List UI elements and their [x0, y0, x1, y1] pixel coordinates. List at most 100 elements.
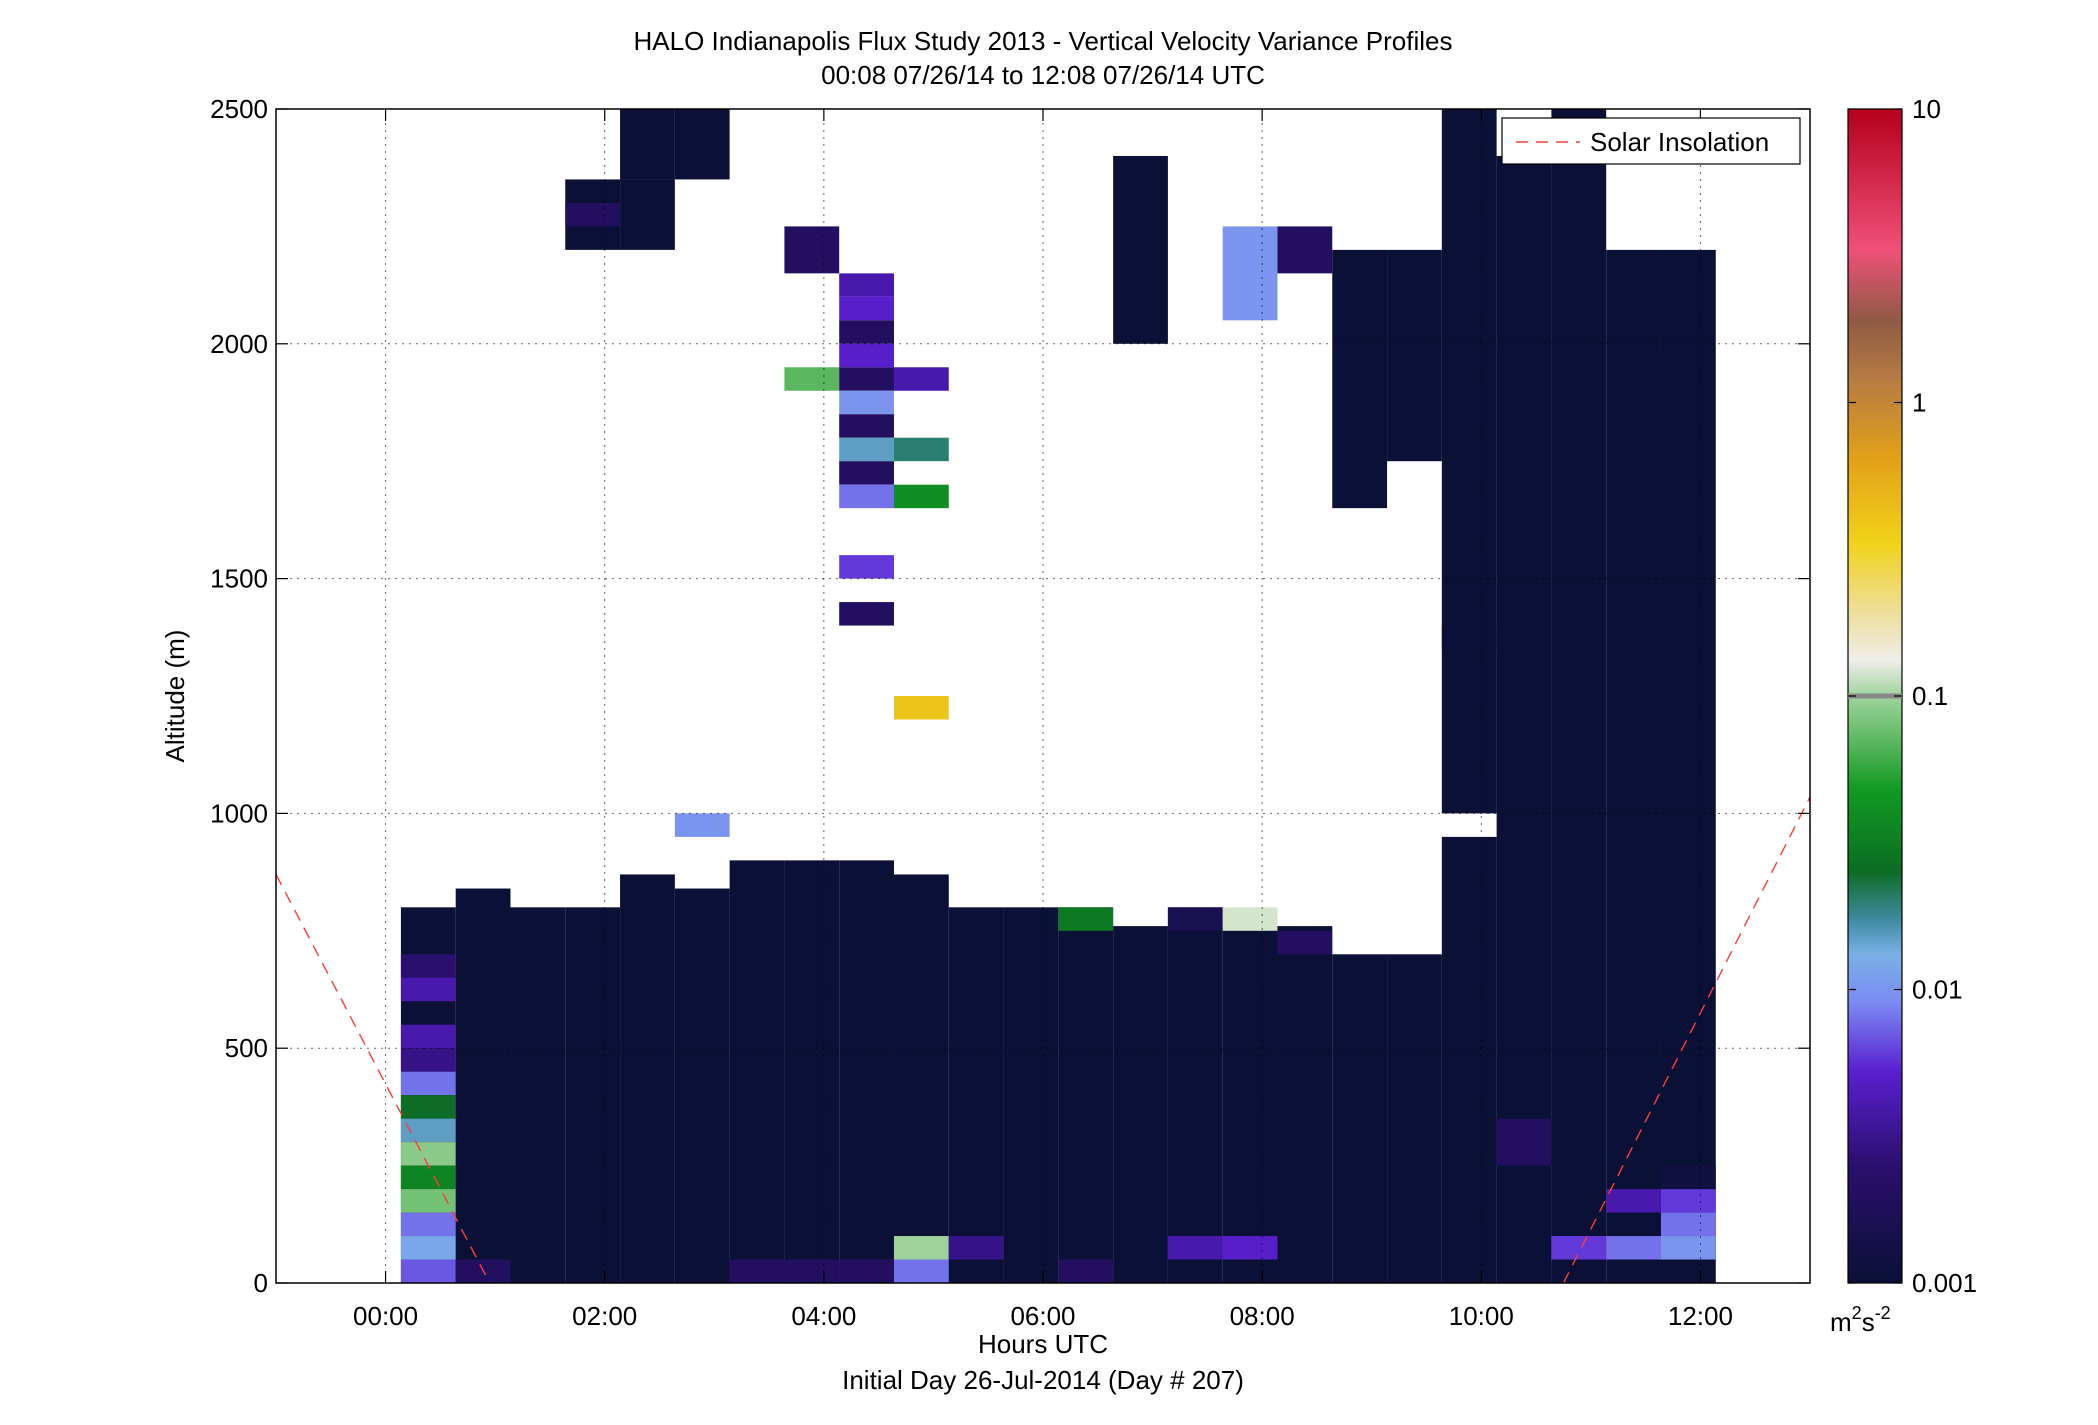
heatmap-cell-24-3 [1660, 1189, 1716, 1213]
heatmap-cell-10-3 [893, 367, 949, 391]
x-tick-label-4: 08:00 [1230, 1301, 1295, 1331]
heatmap-cell-23-0 [1606, 249, 1661, 1283]
heatmap-cell-21-0 [1496, 155, 1552, 1283]
y-tick-label-4: 2000 [210, 329, 268, 359]
colorbar: 0.001 0.01 0.1 1 10 m2s-2 [1830, 94, 1977, 1337]
x-tick-label-5: 10:00 [1449, 1301, 1514, 1331]
heatmap-cell-11-1 [948, 1236, 1004, 1260]
heatmap-cell-2-0 [455, 888, 511, 1283]
heatmap-cell-22-1 [1551, 1236, 1607, 1260]
heatmap-cell-16-2 [1222, 907, 1278, 931]
heatmap-cell-23-2 [1606, 1189, 1661, 1213]
heatmap-cell-9-1 [839, 1259, 894, 1283]
colorbar-ticks: 0.001 0.01 0.1 1 10 [1848, 94, 1977, 1298]
heatmap-cell-9-0 [839, 860, 894, 1283]
heatmap-cell-20-2 [1441, 109, 1497, 814]
chart-title: HALO Indianapolis Flux Study 2013 - Vert… [634, 26, 1453, 56]
unit-base: m [1830, 1307, 1852, 1337]
heatmap-cell-5-1 [620, 109, 675, 180]
heatmap-cell-15-0 [1167, 907, 1223, 1283]
heatmap-cell-1-11 [400, 1236, 456, 1260]
heatmap-cell-24-4 [1660, 1165, 1716, 1190]
heatmap-cell-9-5 [839, 343, 894, 368]
heatmap-cell-17-2 [1277, 226, 1333, 274]
colorbar-tick-label-4: 10 [1912, 94, 1941, 124]
heatmap-cell-8-3 [784, 367, 840, 391]
heatmap-cell-8-1 [784, 1259, 840, 1283]
heatmap-cells [400, 109, 1716, 1283]
heatmap-cell-10-6 [893, 696, 949, 720]
heatmap-cell-1-12 [400, 1259, 456, 1283]
y-tick-label-3: 1500 [210, 564, 268, 594]
heatmap-cell-6-2 [674, 109, 730, 180]
unit-base-exp: 2 [1852, 1303, 1862, 1323]
solar-insolation-line-evening [1562, 796, 1810, 1283]
x-axis-label-secondary: Initial Day 26-Jul-2014 (Day # 207) [842, 1365, 1244, 1395]
heatmap-cell-1-2 [400, 1024, 456, 1049]
x-axis-ticks: 00:00 02:00 04:00 06:00 08:00 10:00 12:00 [353, 109, 1733, 1331]
heatmap-cell-4-0 [565, 907, 621, 1283]
heatmap-cell-9-8 [839, 414, 894, 438]
colorbar-tick-label-2: 0.1 [1912, 681, 1948, 711]
heatmap-cell-12-0 [1003, 907, 1059, 1283]
heatmap-cell-9-4 [839, 320, 894, 344]
heatmap-cell-10-4 [893, 437, 949, 462]
heatmap-cell-21-1 [1496, 1118, 1552, 1166]
heatmap-cell-24-2 [1660, 1212, 1716, 1237]
legend-label-solar-insolation: Solar Insolation [1590, 127, 1769, 157]
y-tick-label-2: 1000 [210, 798, 268, 828]
legend-box [1501, 117, 1801, 165]
unit-mid-exp: -2 [1875, 1303, 1891, 1323]
heatmap-cell-1-10 [400, 1212, 456, 1237]
heatmap-cell-9-12 [839, 555, 894, 579]
colorbar-unit: m2s-2 [1830, 1303, 1891, 1337]
heatmap-cell-9-6 [839, 367, 894, 391]
x-tick-label-1: 02:00 [572, 1301, 637, 1331]
heatmap-cell-16-0 [1222, 926, 1278, 1283]
heatmap-cell-24-0 [1660, 249, 1716, 1283]
heatmap-cell-8-0 [784, 860, 840, 1283]
y-tick-label-0: 0 [254, 1268, 268, 1298]
heatmap-cell-10-0 [893, 874, 949, 1283]
heatmap-cell-22-0 [1551, 109, 1607, 1283]
heatmap-cell-15-2 [1167, 907, 1223, 931]
heatmap-cell-10-5 [893, 484, 949, 509]
heatmap-cell-6-0 [674, 888, 730, 1283]
heatmap-cell-1-5 [400, 1095, 456, 1119]
solar-insolation-curve [276, 796, 1810, 1283]
heatmap-cell-6-1 [674, 813, 730, 837]
x-axis-label: Hours UTC [978, 1329, 1108, 1359]
heatmap-cell-13-1 [1058, 1259, 1114, 1283]
heatmap-cell-9-2 [839, 273, 894, 297]
chart-subtitle: 00:08 07/26/14 to 12:08 07/26/14 UTC [821, 60, 1265, 90]
heatmap-cell-9-13 [839, 602, 894, 626]
heatmap-cell-9-3 [839, 296, 894, 321]
heatmap-cell-4-2 [565, 202, 621, 227]
heatmap-cell-3-0 [510, 907, 566, 1283]
heatmap-cell-9-10 [839, 461, 894, 485]
unit-mid: s [1862, 1307, 1875, 1337]
heatmap-cell-5-0 [620, 874, 675, 1283]
x-tick-label-3: 06:00 [1010, 1301, 1075, 1331]
heatmap-cell-19-0 [1387, 954, 1442, 1283]
heatmap-cell-20-0 [1441, 836, 1497, 1283]
y-axis-ticks: 0 500 1000 1500 2000 2500 [210, 94, 1810, 1298]
heatmap-cell-1-0 [400, 954, 456, 978]
heatmap-cell-1-6 [400, 1118, 456, 1143]
heatmap-cell-18-0 [1332, 954, 1388, 1283]
heatmap-cell-11-0 [948, 907, 1004, 1283]
heatmap-cell-1-3 [400, 1048, 456, 1072]
heatmap-cell-8-2 [784, 226, 840, 274]
colorbar-tick-label-1: 0.01 [1912, 975, 1963, 1005]
heatmap-cell-1-9 [400, 1189, 456, 1213]
colorbar-tick-label-0: 0.001 [1912, 1268, 1977, 1298]
x-tick-label-2: 04:00 [791, 1301, 856, 1331]
heatmap-cell-9-9 [839, 437, 894, 462]
heatmap-cell-16-1 [1222, 1236, 1278, 1260]
heatmap-cell-13-0 [1058, 907, 1114, 1283]
heatmap-cell-1-4 [400, 1071, 456, 1096]
heatmap-cell-15-1 [1167, 1236, 1223, 1260]
y-tick-label-5: 2500 [210, 94, 268, 124]
heatmap-cell-7-1 [729, 1259, 785, 1283]
